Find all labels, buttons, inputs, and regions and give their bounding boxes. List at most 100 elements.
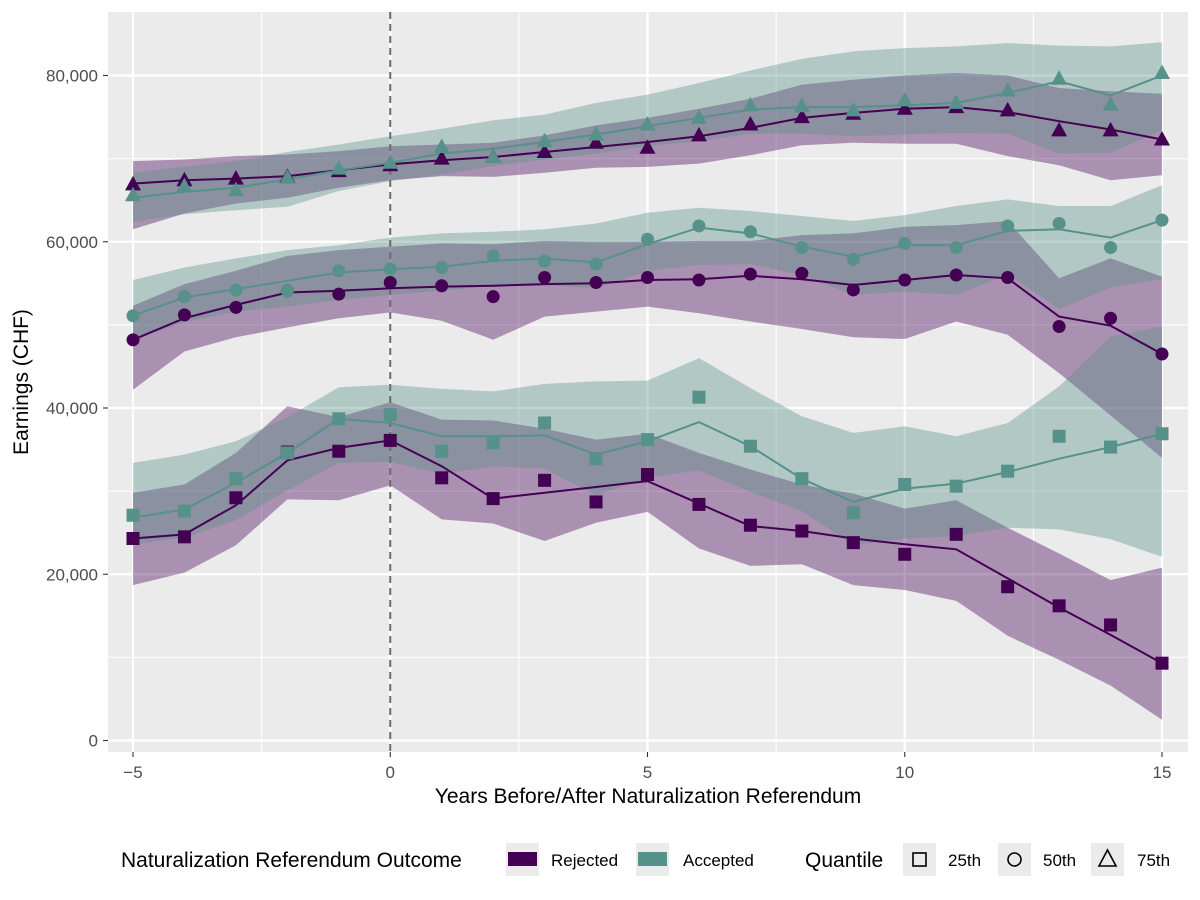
legend-key-25th-bg (903, 843, 936, 876)
point-accepted-75th (948, 94, 965, 109)
data-markers (125, 64, 1170, 670)
point-rejected-25th (589, 495, 603, 509)
point-accepted-50th (486, 249, 500, 263)
point-accepted-50th (1001, 219, 1015, 233)
point-accepted-50th (949, 241, 963, 255)
point-rejected-25th (846, 536, 860, 550)
x-axis-title: Years Before/After Naturalization Refere… (435, 785, 861, 808)
point-accepted-25th (898, 477, 912, 491)
point-rejected-25th (1052, 599, 1066, 613)
legend-label-75th: 75th (1137, 851, 1170, 870)
point-rejected-75th (227, 170, 244, 185)
point-accepted-50th (898, 236, 912, 250)
point-rejected-75th (896, 100, 913, 115)
point-accepted-50th (1052, 216, 1066, 230)
point-accepted-50th (280, 284, 294, 298)
y-axis: 0 20,000 40,000 60,000 80,000 (46, 67, 108, 751)
x-tick-label: 5 (643, 763, 652, 782)
point-accepted-25th (538, 416, 552, 430)
legend-quantile-title: Quantile (805, 849, 883, 872)
point-accepted-75th (742, 96, 759, 112)
line-rejected-25th (132, 439, 1163, 665)
point-rejected-50th (846, 283, 860, 297)
point-rejected-50th (332, 287, 346, 301)
point-accepted-50th (383, 262, 397, 276)
point-rejected-75th (639, 139, 656, 154)
y-tick-label: 0 (89, 732, 98, 751)
point-accepted-75th (279, 169, 296, 184)
point-rejected-25th (1001, 580, 1015, 594)
point-rejected-50th (1104, 311, 1118, 325)
point-rejected-25th (949, 527, 963, 541)
point-rejected-75th (742, 116, 759, 131)
point-rejected-50th (126, 333, 140, 347)
point-accepted-50th (692, 219, 706, 233)
point-accepted-25th (126, 508, 140, 522)
point-rejected-25th (743, 518, 757, 532)
point-rejected-50th (795, 266, 809, 280)
point-accepted-50th (1155, 213, 1169, 227)
point-rejected-50th (898, 273, 912, 287)
point-accepted-50th (126, 309, 140, 323)
point-accepted-50th (846, 252, 860, 266)
point-accepted-75th (176, 177, 193, 193)
point-accepted-25th (1052, 429, 1066, 443)
point-accepted-25th (589, 452, 603, 466)
point-rejected-25th (177, 530, 191, 544)
point-rejected-50th (641, 270, 654, 284)
point-accepted-25th (1001, 464, 1015, 478)
point-accepted-75th (845, 101, 862, 117)
point-accepted-25th (177, 504, 191, 518)
circle-icon (1007, 852, 1022, 867)
point-accepted-25th (383, 408, 397, 422)
point-rejected-75th (433, 150, 450, 165)
point-accepted-25th (435, 444, 449, 458)
point-accepted-75th (330, 160, 347, 175)
point-accepted-25th (486, 436, 500, 450)
point-accepted-25th (795, 472, 809, 486)
point-rejected-50th (435, 279, 449, 293)
point-rejected-50th (177, 308, 191, 322)
point-rejected-25th (795, 524, 809, 538)
point-accepted-75th (227, 181, 244, 197)
point-accepted-50th (1104, 241, 1118, 255)
point-rejected-50th (229, 300, 243, 314)
point-rejected-25th (692, 497, 706, 511)
legend-label-rejected: Rejected (551, 851, 618, 870)
x-tick-label: 0 (386, 763, 395, 782)
point-rejected-75th (125, 175, 141, 191)
point-rejected-50th (1052, 320, 1066, 334)
point-rejected-75th (999, 101, 1016, 117)
band-accepted-75th (133, 42, 1162, 222)
legend-outcome-title: Naturalization Referendum Outcome (121, 849, 462, 872)
point-rejected-25th (538, 473, 552, 487)
point-accepted-75th (536, 132, 553, 148)
legend-key-rejected-swatch (508, 852, 537, 866)
point-accepted-75th (382, 154, 399, 169)
point-rejected-50th (692, 273, 706, 287)
x-tick-label: 10 (895, 763, 914, 782)
point-rejected-50th (1001, 270, 1015, 284)
point-rejected-75th (691, 126, 707, 142)
point-rejected-25th (383, 433, 397, 447)
point-rejected-25th (486, 492, 500, 506)
point-accepted-25th (641, 433, 654, 447)
point-accepted-50th (435, 261, 449, 275)
point-accepted-50th (538, 254, 552, 268)
point-accepted-75th (1051, 70, 1068, 85)
point-accepted-25th (846, 506, 860, 520)
point-accepted-50th (332, 264, 346, 278)
point-rejected-25th (898, 547, 912, 561)
point-rejected-50th (743, 267, 757, 281)
point-accepted-75th (1102, 96, 1119, 111)
legend: Naturalization Referendum Outcome Reject… (121, 843, 1170, 876)
point-accepted-25th (1155, 427, 1169, 441)
point-accepted-75th (639, 116, 656, 131)
x-tick-label: 15 (1153, 763, 1172, 782)
point-accepted-50th (229, 283, 243, 297)
point-rejected-75th (1102, 121, 1119, 137)
point-rejected-75th (536, 143, 553, 158)
point-accepted-50th (589, 257, 603, 271)
square-icon (912, 852, 927, 867)
point-accepted-75th (691, 109, 707, 124)
